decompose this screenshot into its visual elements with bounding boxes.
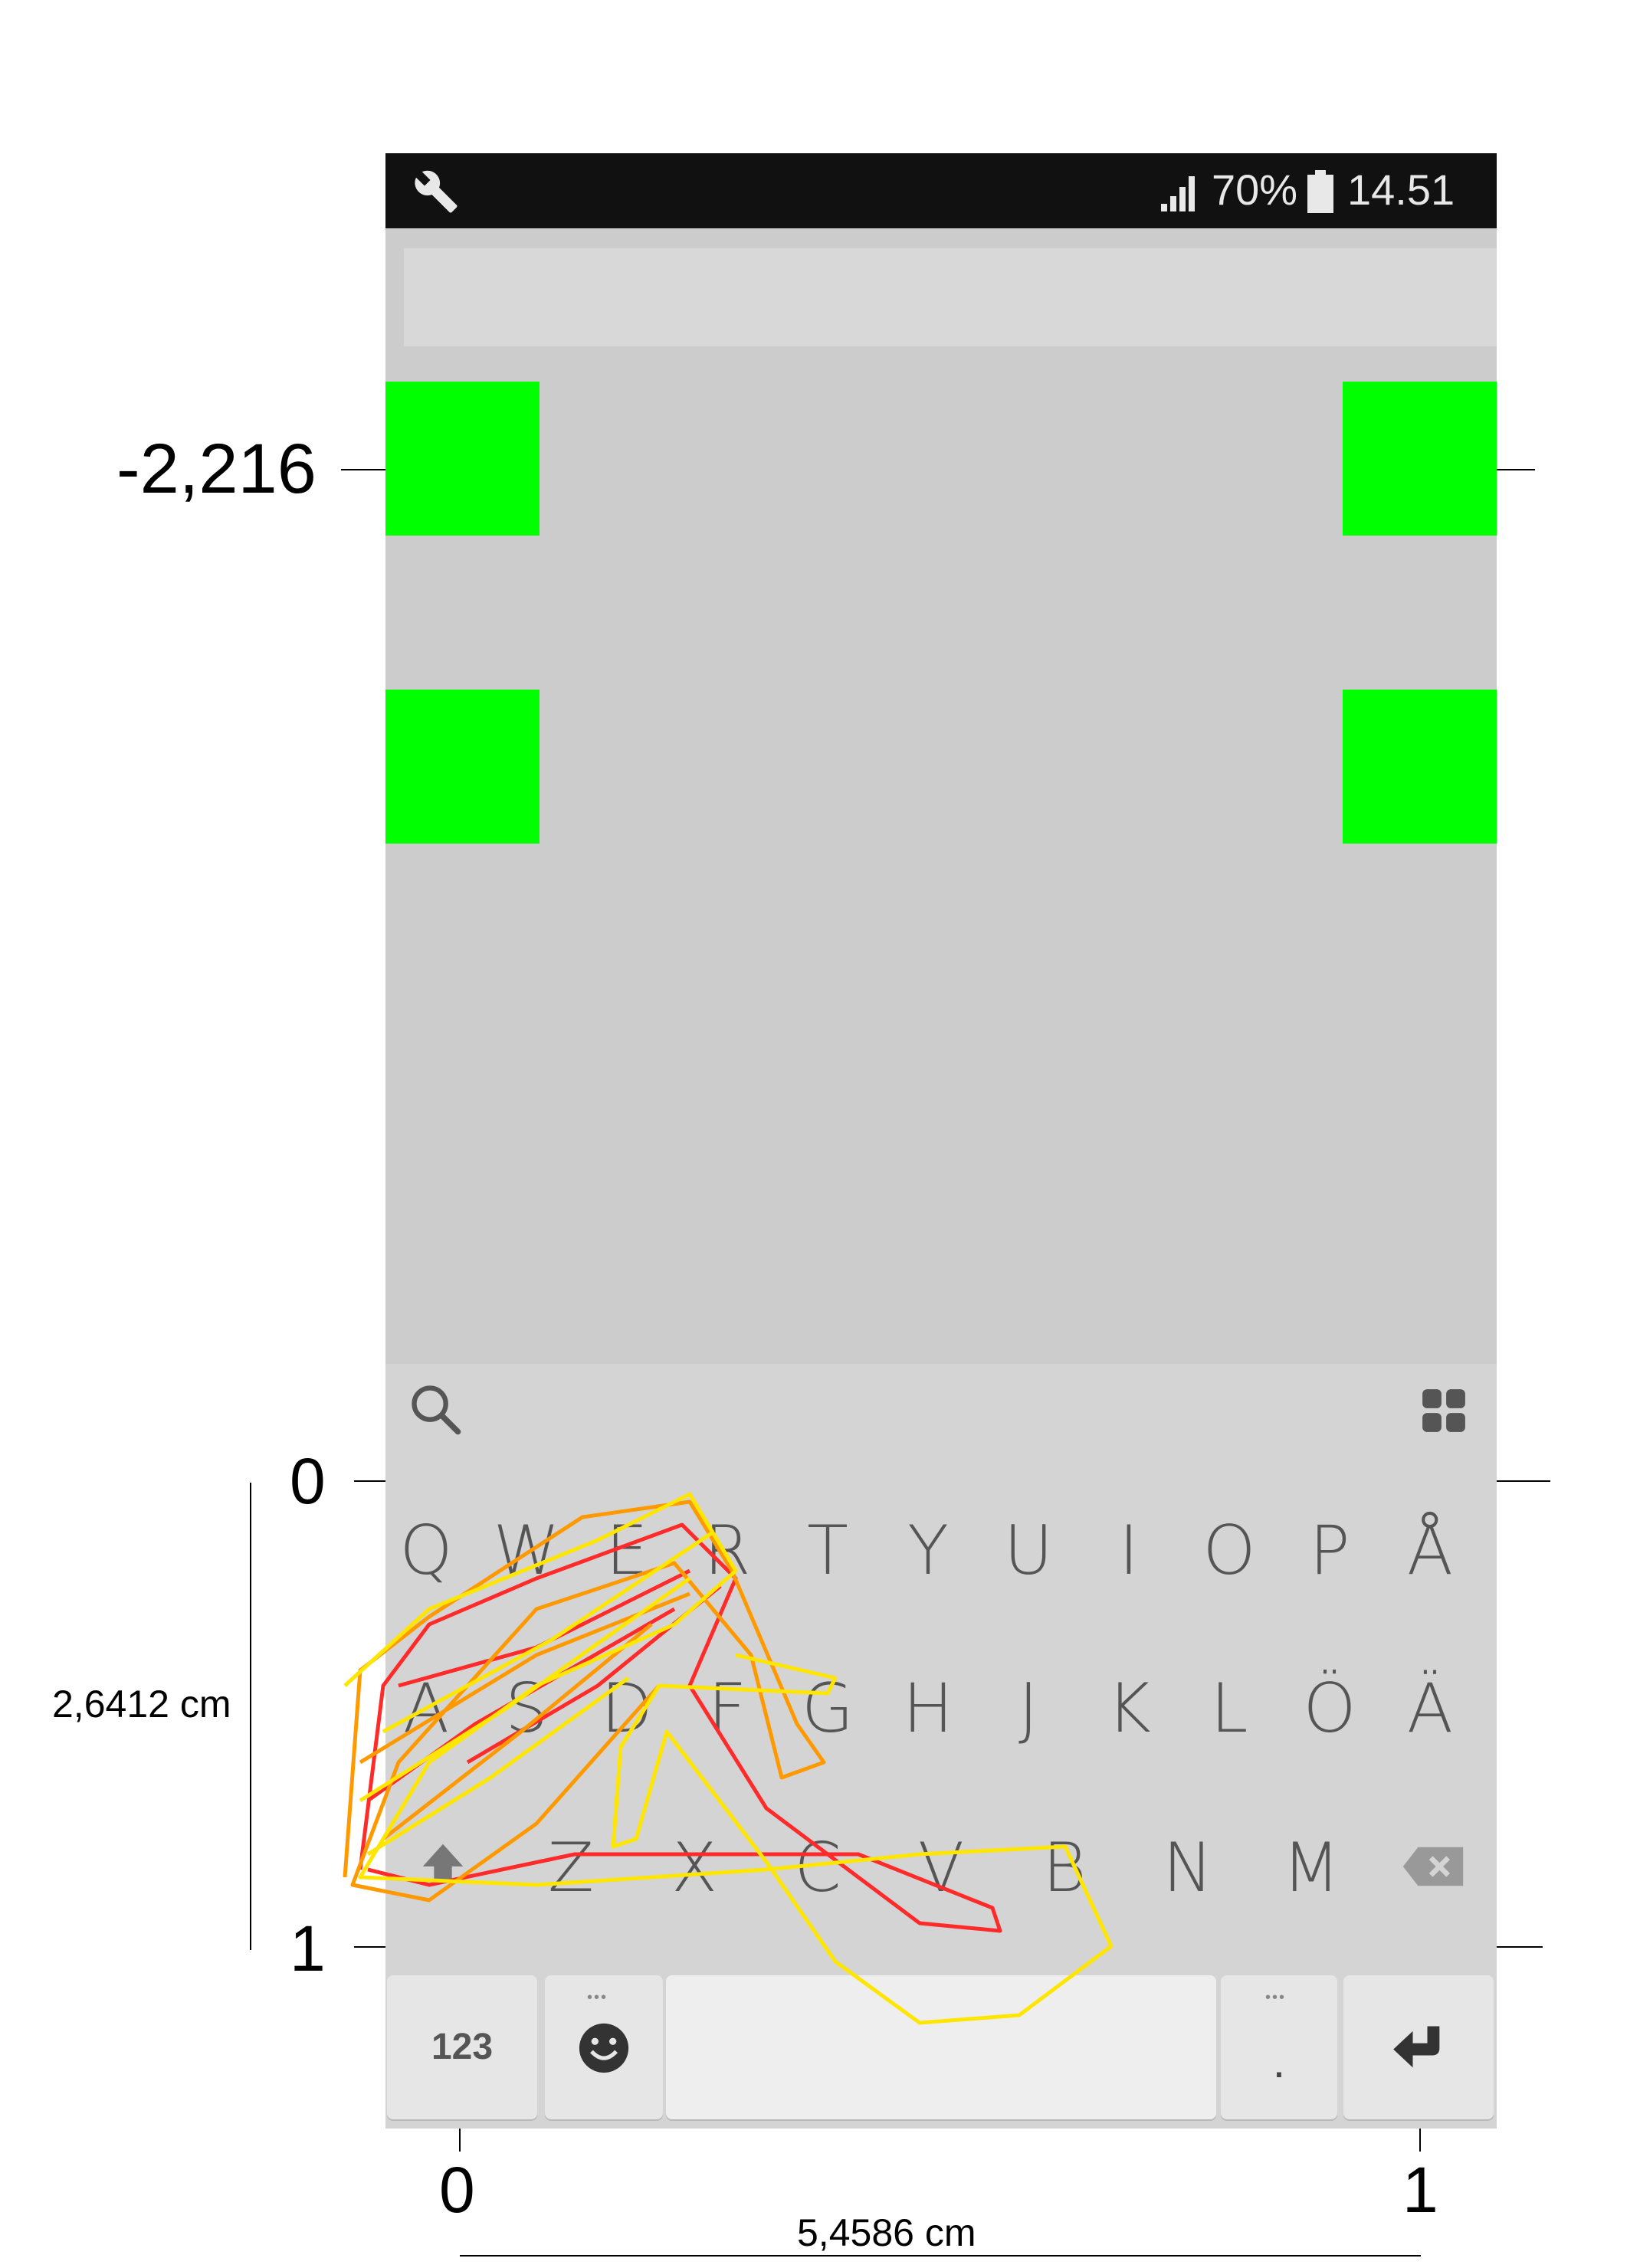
key-o-umlaut[interactable]: Ö: [1303, 1669, 1356, 1748]
key-z[interactable]: Z: [547, 1828, 595, 1907]
key-w[interactable]: W: [493, 1511, 560, 1590]
status-bar: 70% 14.51: [385, 153, 1497, 228]
key-y[interactable]: Y: [907, 1511, 949, 1590]
period-key-label: .: [1272, 2036, 1286, 2087]
width-dimension-line: [460, 2255, 1421, 2257]
key-a-ring[interactable]: Å: [1406, 1511, 1454, 1590]
emoji-key-dots: •••: [587, 1989, 608, 2006]
numbers-key[interactable]: 123: [387, 1975, 537, 2119]
period-key[interactable]: ••• .: [1221, 1975, 1337, 2119]
target-square-top-left: [385, 382, 540, 536]
width-label: 5,4586 cm: [797, 2211, 976, 2254]
y-zero-tick-right: [1497, 1480, 1550, 1482]
apps-grid-icon[interactable]: [1420, 1387, 1468, 1434]
x-zero-tick: [459, 2129, 461, 2152]
enter-icon: [1393, 2026, 1440, 2068]
battery-icon: [1307, 170, 1333, 213]
smiley-icon: [579, 2023, 629, 2073]
backspace-icon[interactable]: [1401, 1845, 1465, 1888]
key-m[interactable]: M: [1282, 1828, 1340, 1907]
key-p[interactable]: P: [1309, 1511, 1350, 1590]
x-one-label: 1: [1402, 2154, 1438, 2226]
key-t[interactable]: T: [807, 1511, 848, 1590]
x-one-tick: [1419, 2129, 1421, 2152]
address-bar[interactable]: [404, 248, 1497, 346]
key-x[interactable]: X: [671, 1828, 718, 1907]
y-zero-label: 0: [290, 1445, 326, 1517]
keyboard: Q W E R T Y U I O P Å A S D F G H J K L …: [385, 1364, 1497, 2129]
key-i[interactable]: I: [1119, 1511, 1139, 1590]
key-n[interactable]: N: [1163, 1828, 1213, 1907]
y-zero-tick-left: [354, 1480, 385, 1482]
search-icon[interactable]: [407, 1381, 465, 1439]
space-key[interactable]: [666, 1975, 1216, 2119]
key-q[interactable]: Q: [399, 1511, 453, 1590]
key-a-umlaut[interactable]: Ä: [1406, 1669, 1454, 1748]
wrench-icon: [415, 170, 458, 213]
battery-percent: 70%: [1212, 166, 1298, 214]
numbers-key-label: 123: [431, 2027, 494, 2067]
emoji-key[interactable]: •••: [545, 1975, 663, 2119]
clock: 14.51: [1347, 166, 1455, 214]
x-zero-label: 0: [439, 2154, 475, 2226]
target-square-top-right: [1343, 382, 1497, 536]
key-l[interactable]: L: [1210, 1669, 1248, 1748]
target-square-middle-right: [1343, 690, 1497, 844]
target-square-middle-left: [385, 690, 540, 844]
y-one-tick-right: [1497, 1946, 1543, 1948]
top-offset-tick-left: [341, 469, 387, 470]
key-u[interactable]: U: [1003, 1511, 1054, 1590]
key-j[interactable]: J: [1018, 1669, 1038, 1748]
key-h[interactable]: H: [902, 1669, 954, 1748]
trace-yellow: [343, 1492, 1114, 2025]
key-b[interactable]: B: [1042, 1828, 1087, 1907]
height-label: 2,6412 cm: [52, 1683, 231, 1726]
top-offset-tick-right: [1497, 469, 1535, 470]
key-f[interactable]: F: [707, 1669, 747, 1748]
key-o[interactable]: O: [1202, 1511, 1256, 1590]
phone-screen: 70% 14.51 Q W E R T Y U I O P Å: [385, 153, 1497, 2129]
shift-icon[interactable]: [416, 1837, 470, 1891]
key-g[interactable]: G: [801, 1669, 854, 1748]
y-one-label: 1: [290, 1912, 326, 1984]
signal-icon: [1161, 176, 1195, 211]
y-one-tick-left: [354, 1946, 385, 1948]
key-k[interactable]: K: [1107, 1669, 1151, 1748]
height-dimension-line: [250, 1483, 251, 1950]
period-key-dots: •••: [1265, 1989, 1287, 2006]
enter-key[interactable]: [1343, 1975, 1494, 2119]
top-offset-label: -2,216: [116, 430, 317, 508]
